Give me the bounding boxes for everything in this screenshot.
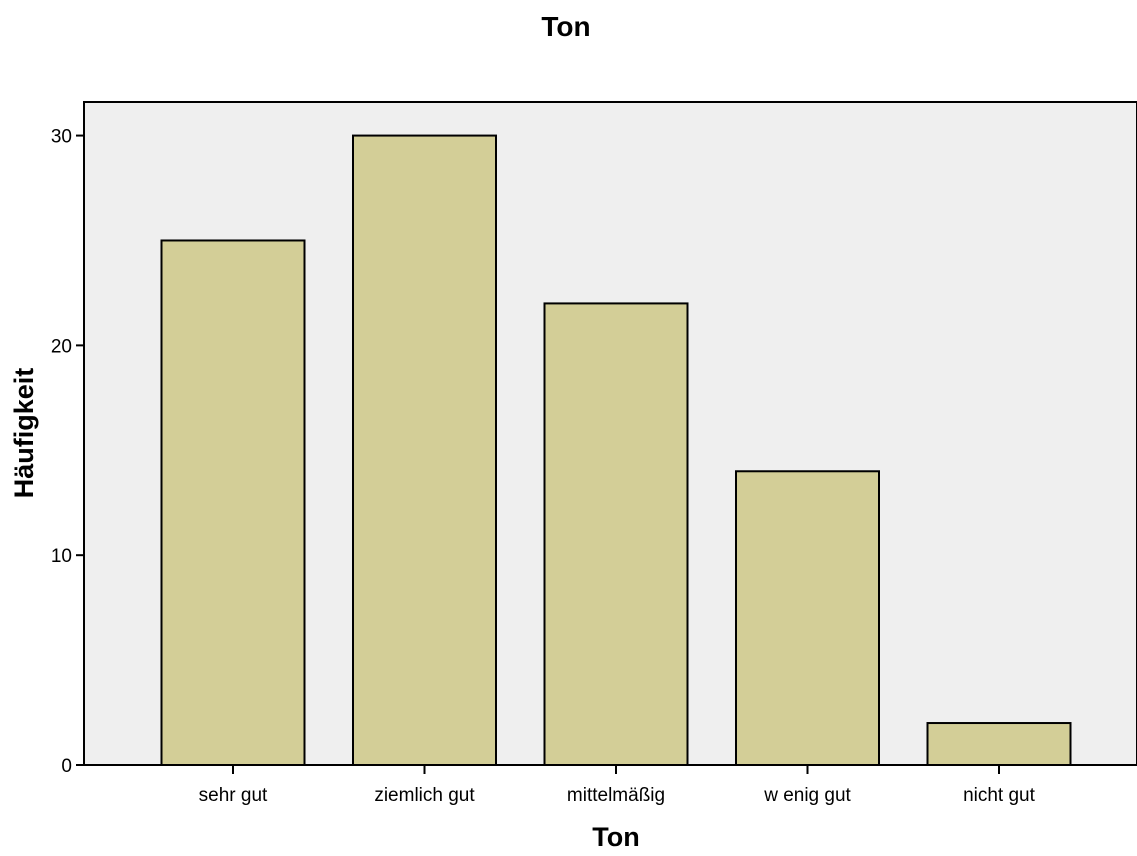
y-axis-ticks: 0 10 20 30 [51,127,84,777]
x-tick-label: mittelmäßig [567,785,665,806]
y-tick-label: 30 [51,127,72,148]
x-axis-label: Ton [592,822,639,851]
bars-group [160,134,1072,767]
x-tick-label: sehr gut [199,785,268,806]
bar-1 [352,134,497,766]
chart-title: Ton [541,11,590,42]
y-axis-label: Häufigkeit [9,368,39,499]
x-tick-label: nicht gut [963,785,1036,806]
x-axis-ticks: sehr gut ziemlich gut mittelmäßig w enig gu… [199,765,1036,806]
bar-4 [926,722,1072,766]
bar-2 [543,302,689,766]
x-tick-label: w enig gut [763,785,851,806]
bar-0 [160,239,306,767]
x-tick-label: ziemlich gut [374,785,475,806]
y-tick-label: 20 [51,336,72,357]
y-tick-label: 0 [61,756,72,777]
y-tick-label: 10 [51,546,72,567]
bar-3 [735,470,880,766]
